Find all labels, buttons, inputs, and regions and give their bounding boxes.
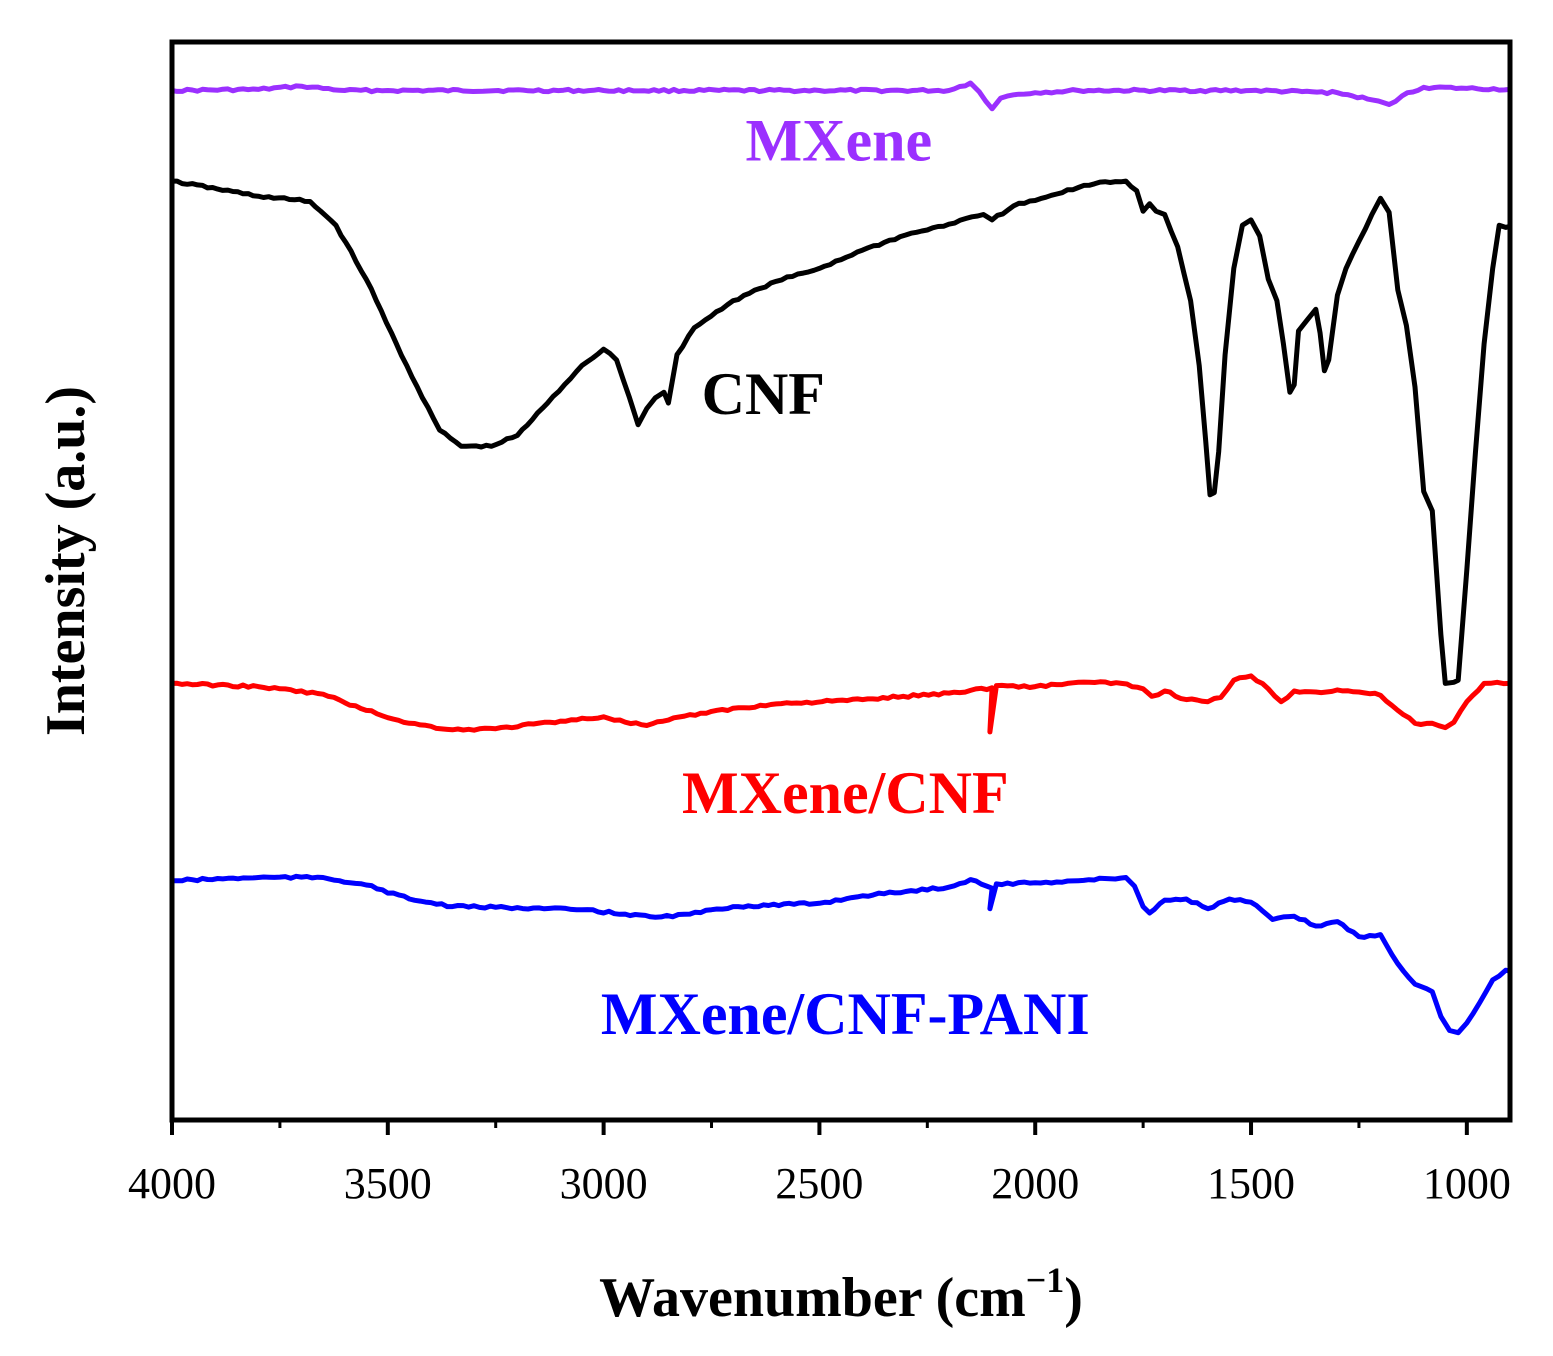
series-label-mxene-cnf-pani: MXene/CNF-PANI (601, 981, 1090, 1047)
x-tick-label: 4000 (128, 1159, 216, 1208)
series-labels: MXene CNF MXene/CNF MXene/CNF-PANI (601, 108, 1090, 1047)
y-axis-title: Intensity (a.u.) (35, 386, 97, 736)
series-line-cnf (169, 178, 1513, 686)
series-label-mxene-cnf: MXene/CNF (682, 760, 1009, 826)
x-tick-label: 1000 (1423, 1159, 1511, 1208)
series-label-cnf: CNF (702, 361, 825, 427)
x-tick-label: 2500 (775, 1159, 863, 1208)
x-axis-title-superscript: −1 (1026, 1260, 1065, 1300)
series-line-mxene (169, 80, 1513, 112)
x-axis-title-close: ) (1064, 1267, 1083, 1329)
series-line-mxene-cnf (169, 673, 1513, 735)
series-label-mxene: MXene (746, 108, 933, 174)
x-axis-title: Wavenumber (cm−1) (599, 1260, 1083, 1329)
x-axis-ticks: 4000 3500 3000 2500 2000 1500 1000 (128, 1120, 1511, 1208)
x-tick-label: 2000 (991, 1159, 1079, 1208)
plot-frame (169, 39, 1513, 1123)
x-tick-label: 1500 (1207, 1159, 1295, 1208)
x-axis-title-main: Wavenumber (cm (599, 1267, 1026, 1329)
series-layer (169, 80, 1513, 1036)
x-tick-label: 3500 (344, 1159, 432, 1208)
series-line-mxene-cnf-pani (169, 873, 1513, 1036)
x-tick-label: 3000 (560, 1159, 648, 1208)
